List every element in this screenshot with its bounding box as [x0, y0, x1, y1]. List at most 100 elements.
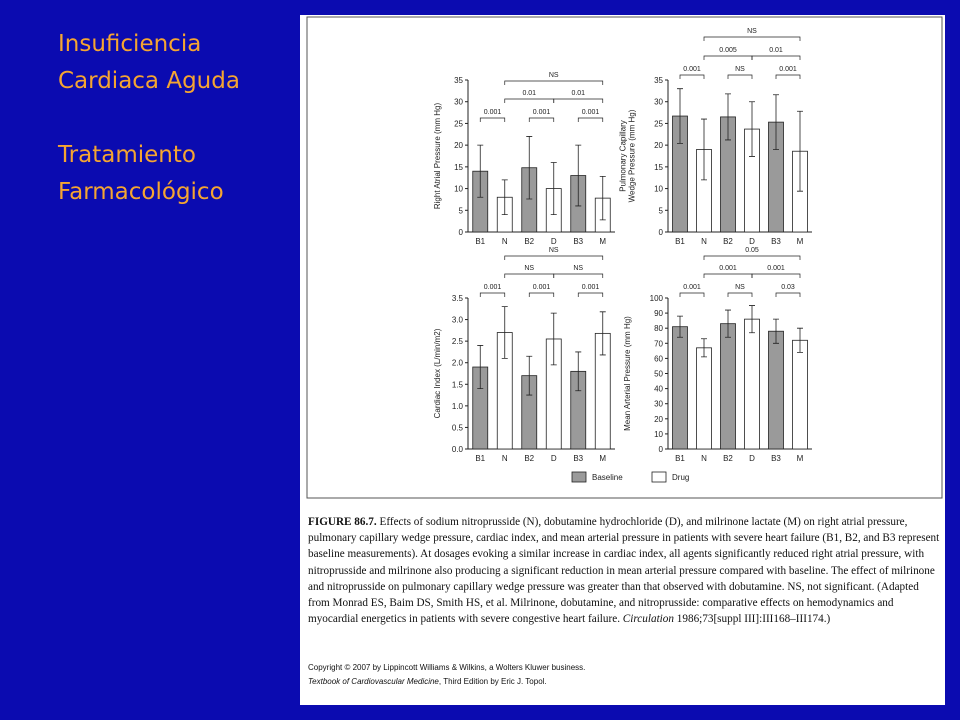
copyright: Copyright © 2007 by Lippincott Williams …	[308, 661, 585, 689]
bar	[720, 323, 736, 450]
y-tick-label: 1.0	[452, 402, 464, 411]
annotation: 0.001	[719, 265, 737, 272]
bracket	[504, 98, 555, 103]
bracket	[679, 74, 705, 79]
error-bar	[526, 136, 533, 200]
y-tick-label: 0.5	[452, 423, 464, 432]
y-tick-label: 1.5	[452, 380, 464, 389]
error-bar	[797, 327, 803, 353]
x-tick-label: N	[701, 237, 707, 246]
bracket	[577, 292, 604, 297]
error-bar	[797, 110, 803, 192]
bracket	[577, 117, 604, 122]
figure-panel: 0 5 10 15 20 25 30 35 Right Atrial Pressure (mm …	[300, 15, 945, 705]
caption-journal: Circulation	[622, 613, 674, 626]
x-tick-label: D	[551, 454, 557, 463]
caption: FIGURE 86.7. Effects of sodium nitroprus…	[308, 514, 940, 627]
annotation: 0.001	[779, 66, 797, 73]
bar	[672, 326, 688, 450]
y-tick-label: 15	[454, 163, 463, 172]
y-tick-label: 0	[659, 445, 664, 454]
x-tick-label: N	[502, 237, 508, 246]
bracket	[751, 273, 801, 278]
x-tick-label: M	[599, 454, 606, 463]
caption-ref: 1986;73[suppl III]:III168–III174.)	[673, 613, 831, 626]
annotation: 0.001	[533, 284, 551, 291]
y-tick-label: 60	[654, 354, 663, 363]
book-title: Textbook of Cardiovascular Medicine	[308, 677, 439, 686]
y-tick-label: 2.5	[452, 337, 464, 346]
x-tick-label: B3	[573, 237, 583, 246]
y-axis-label: Right Atrial Pressure (mm Hg)	[433, 103, 442, 210]
bracket	[479, 117, 506, 122]
error-bar	[701, 118, 707, 181]
error-bar	[749, 305, 755, 334]
x-tick-label: B3	[771, 454, 781, 463]
copyright-line: Copyright © 2007 by Lippincott Williams …	[308, 663, 586, 672]
caption-body: Effects of sodium nitroprusside (N), dob…	[308, 516, 940, 626]
y-tick-label: 25	[454, 119, 463, 128]
bracket	[528, 292, 555, 297]
y-tick-label: 35	[654, 76, 663, 85]
x-tick-label: N	[701, 454, 707, 463]
title-line: Farmacológico	[58, 179, 224, 205]
charts: 0 5 10 15 20 25 30 35 Right Atrial Pressure (mm …	[306, 16, 943, 499]
bracket	[703, 36, 801, 41]
y-tick-label: 15	[654, 163, 663, 172]
annotation: NS	[747, 28, 757, 35]
error-bar	[773, 318, 779, 344]
y-tick-label: 50	[654, 370, 663, 379]
error-bar	[773, 94, 779, 150]
x-tick-label: B3	[771, 237, 781, 246]
x-tick-label: M	[797, 237, 804, 246]
x-tick-label: M	[599, 237, 606, 246]
bar	[744, 318, 760, 450]
y-tick-label: 25	[654, 119, 663, 128]
y-axis-label: Wedge Pressure (mm Hg)	[628, 109, 637, 202]
legend-swatch	[651, 471, 667, 483]
y-tick-label: 0	[659, 228, 664, 237]
error-bar	[599, 176, 606, 221]
error-bar	[749, 101, 755, 157]
y-tick-label: 2.0	[452, 359, 464, 368]
error-bar	[501, 306, 508, 359]
bracket	[553, 273, 604, 278]
error-bar	[477, 144, 484, 198]
annotation: 0.05	[745, 247, 759, 254]
annotation: NS	[524, 265, 534, 272]
title-line: Tratamiento	[58, 142, 196, 168]
error-bar	[677, 88, 683, 144]
bar	[792, 339, 808, 450]
annotation: 0.001	[683, 284, 701, 291]
y-tick-label: 5	[459, 206, 464, 215]
y-tick-label: 10	[654, 430, 663, 439]
y-tick-label: 90	[654, 309, 663, 318]
bracket	[703, 55, 753, 60]
y-tick-label: 0	[459, 228, 464, 237]
bar	[696, 347, 712, 450]
y-tick-label: 80	[654, 324, 663, 333]
annotation: NS	[735, 284, 745, 291]
x-tick-label: B1	[475, 237, 485, 246]
annotation: 0.005	[719, 47, 737, 54]
annotation: 0.001	[767, 265, 785, 272]
y-tick-label: 30	[654, 400, 663, 409]
y-axis-label: Pulmonary Capillary	[619, 120, 628, 192]
y-tick-label: 3.0	[452, 316, 464, 325]
annotation: NS	[549, 247, 559, 254]
annotation: NS	[549, 72, 559, 79]
bracket	[504, 80, 604, 85]
bracket	[553, 98, 604, 103]
y-tick-label: 5	[659, 206, 664, 215]
title-line: Cardiaca Aguda	[58, 68, 240, 94]
annotation: 0.01	[769, 47, 783, 54]
x-tick-label: D	[551, 237, 557, 246]
bracket	[703, 273, 753, 278]
annotation: 0.03	[781, 284, 795, 291]
error-bar	[677, 315, 683, 338]
bar	[768, 330, 784, 450]
error-bar	[550, 162, 557, 216]
y-tick-label: 70	[654, 339, 663, 348]
copyright-line: Textbook of Cardiovascular Medicine, Thi…	[308, 675, 585, 689]
